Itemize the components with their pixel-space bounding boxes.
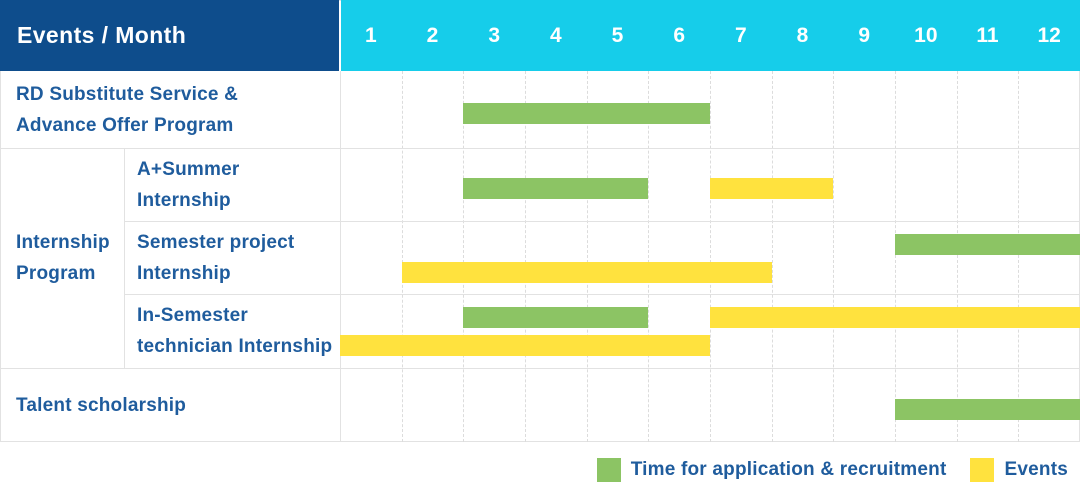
month-header-5: 5: [611, 23, 624, 47]
group-label: Internship Program: [16, 232, 110, 284]
bar-application-recruitment: [895, 398, 1080, 420]
month-header-9: 9: [858, 23, 870, 47]
month-gridline: [648, 71, 650, 442]
bar-application-recruitment: [463, 178, 649, 199]
row-separator: [0, 148, 1080, 149]
legend-yellow-swatch-icon: [970, 458, 995, 482]
row-label-0: RD Substitute Service & Advance Offer Pro…: [16, 83, 239, 136]
month-gridline: [895, 71, 896, 442]
label-chart-divider: [340, 71, 341, 442]
month-gridline: [833, 71, 835, 442]
month-header-strip: [341, 0, 1080, 71]
month-header-3: 3: [488, 23, 500, 47]
events-month-header-label: Events / Month: [17, 22, 187, 48]
row-label-1: A+Summer Internship: [137, 158, 240, 211]
month-gridline: [525, 71, 526, 442]
legend-label-events: Events: [1004, 459, 1068, 480]
month-header-7: 7: [734, 23, 747, 47]
legend-label-application-recruitment: Time for application & recruitment: [630, 459, 947, 480]
bar-events: [710, 178, 834, 199]
row-separator: [124, 221, 1080, 222]
month-header-2: 2: [426, 23, 439, 47]
group-column-divider: [124, 148, 125, 368]
month-gridline: [586, 71, 588, 442]
bar-events: [340, 335, 710, 356]
month-gridline: [1018, 71, 1020, 442]
row-label-3: In-Semester technician Internship: [137, 305, 333, 357]
bar-application-recruitment: [463, 307, 649, 328]
month-header-6: 6: [673, 23, 685, 47]
month-header-10: 10: [914, 23, 938, 47]
month-gridline: [710, 71, 711, 442]
bar-events: [401, 262, 772, 283]
row-separator: [0, 368, 1080, 369]
bar-application-recruitment: [895, 234, 1080, 255]
month-header-8: 8: [796, 23, 809, 47]
month-header-4: 4: [549, 23, 562, 47]
row-label-4: Talent scholarship: [16, 394, 187, 416]
bar-application-recruitment: [463, 103, 710, 124]
month-gridline: [771, 71, 773, 442]
row-separator: [124, 294, 1080, 295]
legend-green-swatch-icon: [596, 458, 621, 482]
row-label-2: Semester project Internship: [137, 231, 295, 284]
month-header-11: 11: [976, 23, 999, 47]
month-header-12: 12: [1037, 23, 1061, 47]
month-gridline: [463, 71, 465, 442]
legend: Time for application & recruitment Event…: [596, 456, 1068, 484]
month-header-1: 1: [364, 23, 377, 47]
events-month-header-cell: Events / Month: [0, 0, 339, 71]
bar-events: [710, 307, 1080, 328]
month-gridline: [401, 71, 403, 442]
month-gridline: [956, 71, 958, 442]
